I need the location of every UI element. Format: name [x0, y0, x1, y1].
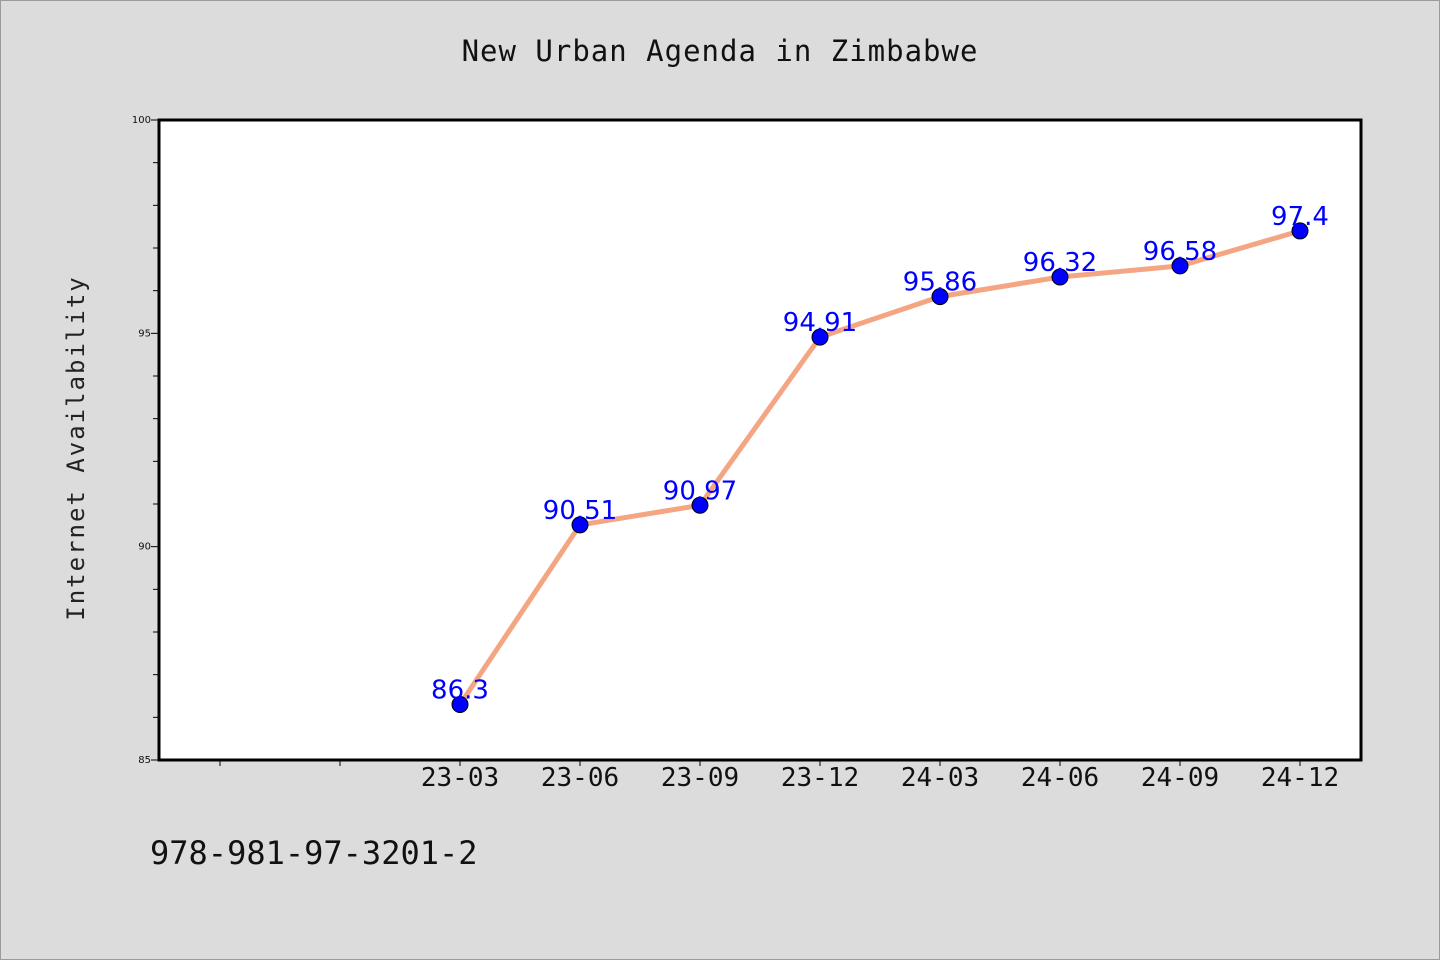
data-point	[1291, 222, 1309, 240]
chart-title: New Urban Agenda in Zimbabwe	[461, 34, 979, 68]
y-tick-label: 85	[138, 755, 151, 766]
x-tick-label: 23-09	[661, 763, 739, 793]
x-tick-label: 23-06	[541, 763, 619, 793]
data-label: 96.58	[1143, 237, 1217, 267]
x-tick-label: 23-03	[421, 763, 499, 793]
data-label: 94.91	[783, 308, 857, 338]
data-label: 95.86	[903, 268, 977, 298]
data-point	[571, 516, 589, 534]
data-point	[811, 328, 829, 346]
plot-area	[157, 118, 1363, 762]
footer-identifier: 978-981-97-3201-2	[150, 834, 478, 872]
x-tick-label: 24-03	[901, 763, 979, 793]
y-tick-label: 100	[132, 115, 151, 126]
series-line	[457, 228, 1303, 708]
x-tick-label: 24-09	[1141, 763, 1219, 793]
data-label: 90.51	[543, 496, 617, 526]
data-label: 96.32	[1023, 248, 1097, 278]
data-label: 97.4	[1271, 202, 1329, 232]
data-label: 90.97	[663, 476, 737, 506]
data-point	[1051, 268, 1069, 286]
data-point	[451, 696, 469, 714]
data-label: 86.3	[431, 676, 489, 706]
data-point	[931, 288, 949, 306]
data-point	[691, 496, 709, 514]
x-tick-label: 24-06	[1021, 763, 1099, 793]
y-tick-label: 95	[138, 328, 151, 339]
x-tick-label: 24-12	[1261, 763, 1339, 793]
x-tick-label: 23-12	[781, 763, 859, 793]
data-point	[1171, 257, 1189, 275]
y-tick-label: 90	[138, 542, 151, 553]
